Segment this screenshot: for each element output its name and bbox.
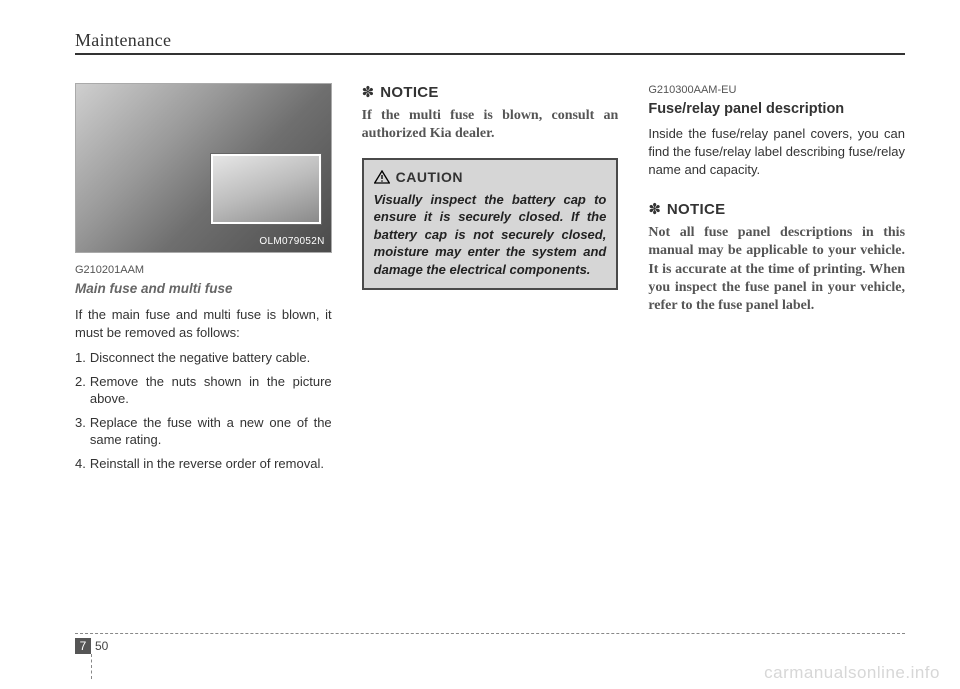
- fuse-photo: OLM079052N: [75, 83, 332, 253]
- notice-star-icon: ✽: [648, 200, 661, 220]
- page-header: Maintenance: [75, 30, 905, 55]
- step-text: Disconnect the negative battery cable.: [86, 349, 332, 367]
- caution-box: CAUTION Visually inspect the battery cap…: [362, 158, 619, 291]
- footer-vertical-dash: [91, 654, 92, 679]
- intro-text: If the main fuse and multi fuse is blown…: [75, 306, 332, 341]
- page-footer: 7 50: [75, 633, 905, 654]
- notice-body: If the multi fuse is blown, consult an a…: [362, 107, 619, 143]
- step-number: 1.: [75, 349, 86, 367]
- notice-body: Not all fuse panel descriptions in this …: [648, 224, 905, 315]
- paragraph-code: G210300AAM-EU: [648, 83, 905, 98]
- step-text: Remove the nuts shown in the picture abo…: [86, 373, 332, 408]
- header-title: Maintenance: [75, 30, 905, 51]
- footer-dashed-rule: [75, 633, 905, 634]
- figure-code-label: OLM079052N: [259, 235, 324, 249]
- content-columns: OLM079052N G210201AAM Main fuse and mult…: [75, 83, 905, 478]
- notice-label: NOTICE: [667, 200, 725, 220]
- footer-page-numbers: 7 50: [75, 638, 905, 654]
- notice-star-icon: ✽: [362, 83, 375, 103]
- notice-header: ✽ NOTICE: [648, 200, 905, 220]
- caution-label: CAUTION: [396, 168, 463, 187]
- caution-body: Visually inspect the battery cap to ensu…: [374, 191, 607, 279]
- subheading-fuse-relay: Fuse/relay panel description: [648, 100, 905, 120]
- warning-triangle-icon: [374, 170, 390, 184]
- step-item: 1. Disconnect the negative battery cable…: [75, 349, 332, 367]
- step-text: Replace the fuse with a new one of the s…: [86, 414, 332, 449]
- step-item: 3. Replace the fuse with a new one of th…: [75, 414, 332, 449]
- step-number: 4.: [75, 455, 86, 473]
- manual-page: Maintenance OLM079052N G210201AAM Main f…: [0, 0, 960, 689]
- subheading-main-fuse: Main fuse and multi fuse: [75, 280, 332, 298]
- column-left: OLM079052N G210201AAM Main fuse and mult…: [75, 83, 332, 478]
- page-number: 50: [95, 639, 108, 653]
- step-number: 3.: [75, 414, 86, 449]
- notice-label: NOTICE: [380, 83, 438, 103]
- section-number-box: 7: [75, 638, 91, 654]
- body-text: Inside the fuse/relay panel covers, you …: [648, 125, 905, 178]
- column-middle: ✽ NOTICE If the multi fuse is blown, con…: [362, 83, 619, 478]
- notice-header: ✽ NOTICE: [362, 83, 619, 103]
- step-item: 2. Remove the nuts shown in the picture …: [75, 373, 332, 408]
- fuse-photo-inset: [211, 154, 321, 224]
- step-number: 2.: [75, 373, 86, 408]
- watermark-text: carmanualsonline.info: [764, 663, 940, 683]
- step-item: 4. Reinstall in the reverse order of rem…: [75, 455, 332, 473]
- paragraph-code: G210201AAM: [75, 263, 332, 278]
- column-right: G210300AAM-EU Fuse/relay panel descripti…: [648, 83, 905, 478]
- step-text: Reinstall in the reverse order of remova…: [86, 455, 332, 473]
- spacer: [648, 186, 905, 200]
- caution-header: CAUTION: [374, 168, 607, 187]
